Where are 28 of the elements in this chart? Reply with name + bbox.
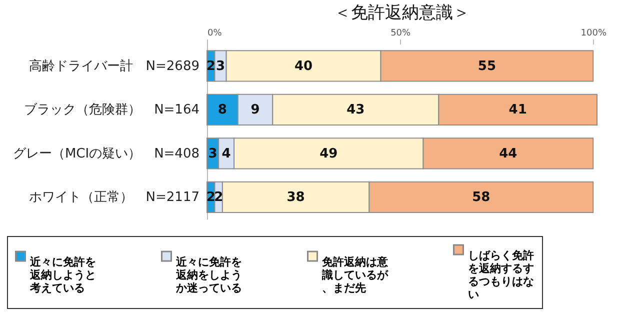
x-tick-label: 0% bbox=[208, 28, 222, 38]
data-label: 58 bbox=[472, 190, 490, 206]
data-label: 38 bbox=[286, 190, 305, 206]
data-label: 55 bbox=[478, 58, 496, 74]
data-label: 43 bbox=[346, 102, 365, 118]
data-label: 40 bbox=[294, 58, 313, 74]
y-tick-label: 高齢ドライバー計 N=2689 bbox=[28, 58, 200, 74]
data-label: 9 bbox=[250, 102, 260, 118]
chart-title: ＜免許返納意識＞ bbox=[334, 3, 470, 23]
data-label: 41 bbox=[508, 102, 527, 118]
data-label: 2 bbox=[206, 190, 216, 206]
data-label: 2 bbox=[206, 58, 216, 74]
data-label: 2 bbox=[214, 190, 224, 206]
x-tick-label: 50% bbox=[390, 28, 412, 38]
legend-label: 近々に免許を返納をしようか迷っている bbox=[175, 255, 242, 294]
data-label: 8 bbox=[218, 102, 227, 118]
legend-label: 免許返納は意識しているが、まだ先 bbox=[321, 255, 389, 294]
data-label: 3 bbox=[208, 146, 218, 162]
legend-label: しばらく免許を返納するするつもりはない bbox=[468, 248, 534, 301]
data-label: 44 bbox=[499, 146, 518, 162]
y-tick-label: グレー（MCIの疑い） N=408 bbox=[12, 146, 200, 162]
y-tick-label: ブラック（危険群） N=164 bbox=[24, 102, 200, 118]
legend-label: 近々に免許を返納しようと考えている bbox=[29, 255, 96, 294]
data-label: 4 bbox=[222, 146, 231, 162]
data-label: 3 bbox=[216, 58, 226, 74]
y-tick-label: ホワイト（正常） N=2117 bbox=[28, 190, 200, 206]
data-label: 49 bbox=[320, 146, 338, 162]
x-tick-label: 100% bbox=[580, 28, 607, 38]
